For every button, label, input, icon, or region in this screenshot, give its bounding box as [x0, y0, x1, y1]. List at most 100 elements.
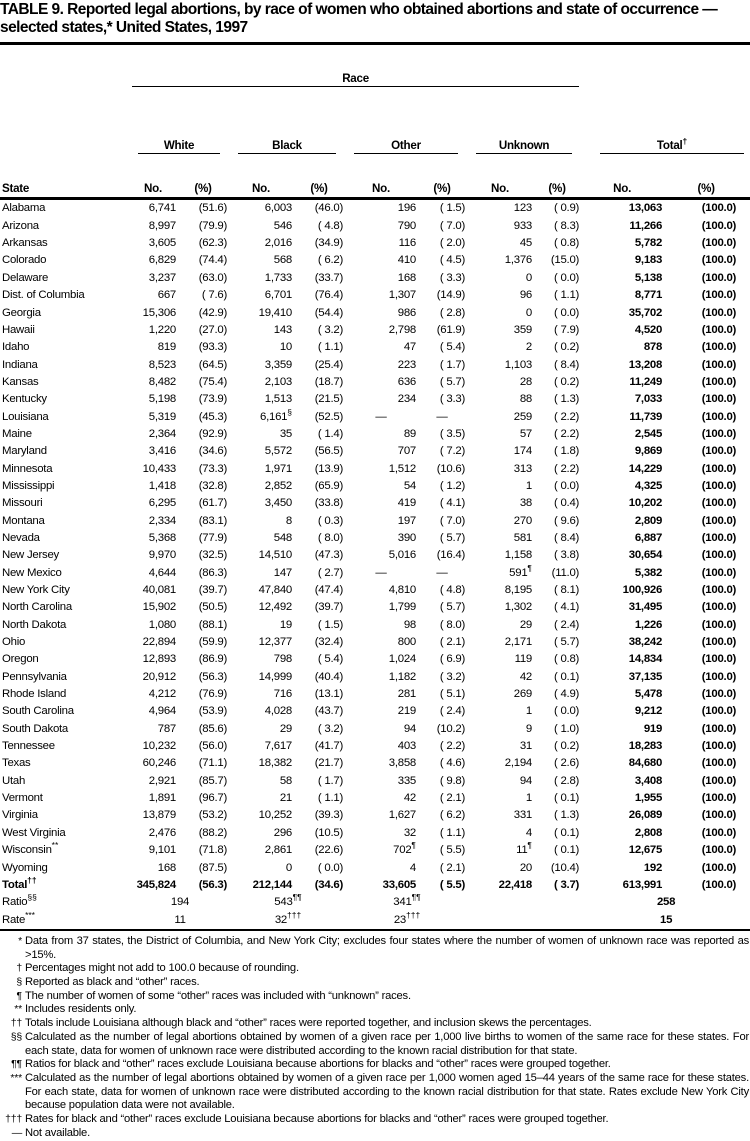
- footnote: ¶ The number of women of some “other” rac…: [0, 990, 750, 1004]
- value-cell: ( 2.4): [439, 705, 465, 718]
- value-cell: ( 1.5): [317, 618, 343, 631]
- value-cell: (50.5): [198, 601, 228, 614]
- value-cell: 12,492: [258, 601, 293, 614]
- value-cell: 6,741: [148, 202, 177, 215]
- table-row: Louisiana 5,319 (45.3) 6,161§ (52.5) — — 259 ( 2…: [0, 408, 750, 426]
- value-cell: (96.7): [198, 792, 228, 805]
- state-cell: Rhode Island: [2, 688, 67, 701]
- footnote: ¶¶ Ratios for black and “other” races exc…: [0, 1058, 750, 1072]
- value-cell: (34.6): [198, 445, 228, 458]
- value-cell: 4,644: [148, 566, 177, 579]
- value-cell: ( 7.9): [554, 323, 580, 336]
- value-cell: 123: [513, 202, 533, 215]
- value-cell: (39.3): [314, 809, 344, 822]
- value-cell: ( 0.2): [554, 740, 580, 753]
- value-cell: 42: [519, 670, 532, 683]
- value-cell: 2,364: [148, 427, 177, 440]
- value-cell: (18.7): [314, 375, 344, 388]
- footnote: *** Calculated as the number of legal abo…: [0, 1072, 750, 1113]
- value-cell: ( 2.2): [554, 427, 580, 440]
- value-cell: 2,545: [634, 427, 663, 440]
- table-row: New York City 40,081 (39.7) 47,840 (47.4) 4,8…: [0, 582, 750, 599]
- value-cell: ( 0.1): [554, 670, 580, 683]
- value-cell: ( 1.3): [554, 809, 580, 822]
- value-cell: 986: [397, 306, 417, 319]
- group-marker: †: [682, 136, 688, 147]
- value-cell: 1,955: [634, 792, 663, 805]
- value-cell: (100.0): [701, 566, 737, 579]
- value-cell: 94: [403, 722, 416, 735]
- summary-cell: 11: [174, 913, 186, 926]
- value-cell: 11,249: [629, 375, 663, 388]
- value-cell: 100,926: [622, 584, 663, 596]
- value-cell: 2,798: [388, 323, 417, 336]
- value-cell: 13,879: [142, 809, 177, 822]
- value-cell: 667: [157, 289, 177, 302]
- value-cell: 819: [157, 341, 177, 354]
- value-cell: ( 2.1): [439, 792, 465, 805]
- value-cell: 14,999: [258, 670, 293, 683]
- value-cell: 8,482: [148, 375, 177, 388]
- value-cell: 47,840: [258, 584, 293, 596]
- value-cell: (56.5): [314, 445, 344, 458]
- value-cell: (32.5): [198, 549, 228, 562]
- value-cell: 22,894: [142, 636, 177, 649]
- value-cell: ( 0.8): [554, 237, 580, 250]
- value-cell: —: [436, 566, 448, 579]
- summary-row: Ratio§§ 194 543¶¶ 341¶¶ 258: [0, 893, 750, 911]
- value-cell: 31,495: [628, 601, 663, 614]
- value-cell: 14,834: [628, 653, 663, 666]
- value-cell: 19,410: [258, 306, 293, 319]
- table-row: Hawaii 1,220 (27.0) 143 ( 3.2) 2,798 (61.9) 359…: [0, 322, 750, 339]
- value-cell: (100.0): [701, 688, 737, 701]
- value-cell: (100.0): [701, 237, 737, 250]
- value-cell: 2,921: [148, 774, 177, 787]
- table-row: Kentucky 5,198 (73.9) 1,513 (21.5) 234 ( 3.3) 8…: [0, 391, 750, 408]
- value-cell: 32: [403, 826, 416, 839]
- state-cell: Colorado: [2, 254, 47, 267]
- value-cell: 6,003: [264, 202, 293, 215]
- value-cell: ( 2.1): [439, 636, 465, 649]
- value-cell: (34.9): [314, 237, 344, 250]
- footnotes: * Data from 37 states, the District of Co…: [0, 931, 750, 1141]
- value-cell: (100.0): [701, 705, 737, 718]
- table-row: Montana 2,334 (83.1) 8 ( 0.3) 197 ( 7.0) 270 ( 9…: [0, 513, 750, 530]
- value-cell: (46.0): [314, 202, 344, 215]
- footnote: ** Includes residents only.: [0, 1003, 750, 1017]
- value-cell: 2,809: [634, 514, 663, 527]
- value-cell: 12,893: [142, 653, 177, 666]
- value-cell: 11,266: [629, 219, 663, 232]
- value-cell: 5,198: [148, 393, 177, 406]
- value-cell: 3,237: [148, 271, 177, 284]
- value-cell: 11,739: [629, 410, 663, 423]
- value-cell: 636: [397, 375, 417, 388]
- value-cell: ( 8.4): [554, 358, 580, 371]
- table-row: Rhode Island 4,212 (76.9) 716 (13.1) 281 ( 5.1…: [0, 686, 750, 703]
- value-cell: 5,572: [264, 445, 293, 458]
- value-cell: 1,024: [388, 653, 417, 666]
- state-cell: Missouri: [2, 497, 43, 510]
- value-cell: ( 8.0): [317, 531, 343, 544]
- value-cell: ( 1.7): [439, 358, 465, 371]
- value-cell: 89: [403, 427, 416, 440]
- pct-column-header: (%): [176, 179, 230, 201]
- unknown-group-header: Unknown: [468, 113, 582, 180]
- spacer-cell: [582, 43, 750, 113]
- footnote: § Reported as black and “other” races.: [0, 976, 750, 990]
- value-cell: (100.0): [701, 341, 737, 354]
- no-column-header: No.: [346, 179, 416, 201]
- value-cell: 7,033: [634, 393, 663, 406]
- value-cell: (10.5): [314, 826, 344, 839]
- value-cell: (65.9): [314, 479, 344, 492]
- state-cell: North Dakota: [2, 618, 67, 631]
- value-cell: 613,991: [622, 878, 663, 891]
- value-cell: ( 5.5): [439, 844, 465, 857]
- footnote-marker: †: [16, 962, 22, 975]
- value-cell: ( 3.3): [439, 271, 465, 284]
- value-cell: 35: [279, 427, 292, 440]
- value-cell: ( 0.1): [554, 792, 580, 805]
- value-cell: (88.1): [198, 618, 228, 631]
- table-row: South Carolina 4,964 (53.9) 4,028 (43.7) 219 (…: [0, 703, 750, 720]
- value-cell: 6,701: [264, 289, 293, 302]
- state-cell: Wyoming: [2, 861, 48, 874]
